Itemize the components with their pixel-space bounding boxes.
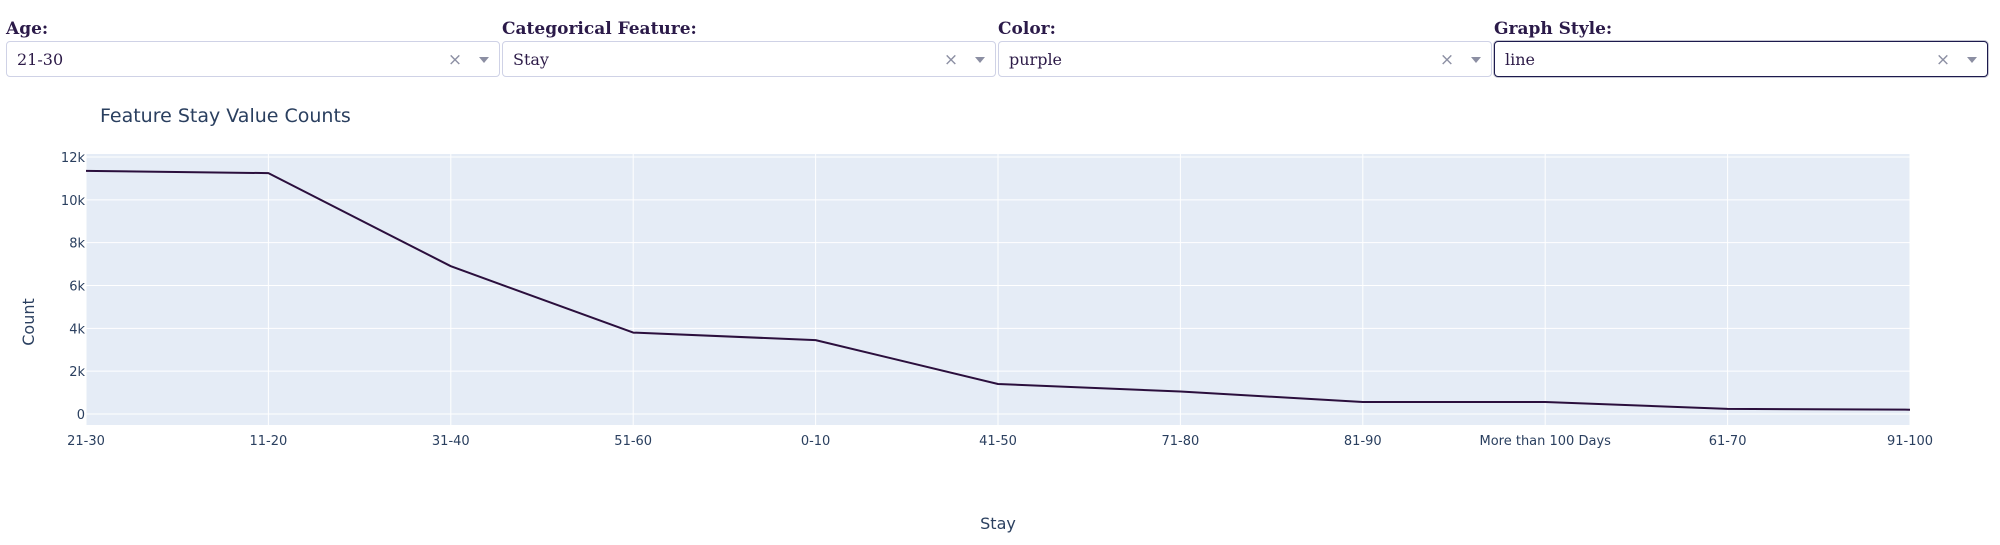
age-label: Age:	[6, 19, 49, 39]
data-point[interactable]	[1904, 404, 1916, 416]
x-tick-label: 51-60	[614, 434, 652, 449]
y-tick-label: 6k	[69, 280, 85, 295]
series-line[interactable]	[85, 169, 1911, 411]
color-control: Color: purple ×	[998, 18, 1492, 77]
data-point[interactable]	[1539, 396, 1551, 408]
x-tick-label: 71-80	[1162, 434, 1200, 449]
feature-control: Categorical Feature: Stay ×	[502, 18, 996, 77]
x-tick-label: 21-30	[67, 434, 105, 449]
data-point[interactable]	[1722, 403, 1734, 415]
y-tick-label: 0	[77, 408, 85, 423]
line-chart[interactable]: 21-30 11-20 31-40 51-60 0-10 41-50 71-80 81-90 M…	[0, 90, 2000, 545]
style-label: Graph Style:	[1494, 19, 1613, 39]
y-tick-label: 2k	[69, 365, 85, 380]
y-gridlines	[86, 156, 1910, 415]
chevron-down-icon[interactable]	[479, 57, 489, 63]
data-point[interactable]	[1357, 396, 1369, 408]
data-point[interactable]	[810, 334, 822, 346]
age-dropdown[interactable]: 21-30 ×	[6, 41, 500, 77]
x-tick-label: 81-90	[1344, 434, 1382, 449]
x-tick-labels: 21-30 11-20 31-40 51-60 0-10 41-50 71-80 81-90 M…	[67, 434, 1933, 449]
style-dropdown[interactable]: line ×	[1494, 41, 1988, 77]
x-tick-label: 41-50	[979, 434, 1017, 449]
x-tick-label: 91-100	[1887, 434, 1933, 449]
color-dropdown[interactable]: purple ×	[998, 41, 1492, 77]
chart-container: 21-30 11-20 31-40 51-60 0-10 41-50 71-80 81-90 M…	[0, 90, 2000, 545]
feature-label: Categorical Feature:	[502, 19, 697, 39]
style-control: Graph Style: line ×	[1494, 18, 1988, 77]
x-tick-label: 0-10	[801, 434, 831, 449]
color-selected-value: purple	[1009, 50, 1063, 69]
chevron-down-icon[interactable]	[1967, 57, 1977, 63]
data-point[interactable]	[80, 165, 92, 177]
close-icon[interactable]: ×	[943, 50, 959, 70]
y-axis-title: Count	[19, 298, 38, 346]
data-point[interactable]	[627, 327, 639, 339]
close-icon[interactable]: ×	[1935, 50, 1951, 70]
feature-selected-value: Stay	[513, 50, 549, 69]
x-axis-title: Stay	[980, 514, 1016, 533]
age-selected-value: 21-30	[17, 50, 64, 69]
filter-controls: Age: 21-30 × Categorical Feature: Stay ×…	[0, 0, 2000, 90]
y-tick-label: 10k	[61, 194, 86, 209]
chevron-down-icon[interactable]	[1471, 57, 1481, 63]
x-tick-label: More than 100 Days	[1479, 434, 1611, 449]
y-tick-label: 4k	[69, 322, 85, 337]
color-label: Color:	[998, 19, 1056, 39]
x-tick-label: 61-70	[1709, 434, 1747, 449]
x-tick-label: 31-40	[432, 434, 470, 449]
x-gridlines	[85, 154, 1911, 425]
age-control: Age: 21-30 ×	[6, 18, 500, 77]
chevron-down-icon[interactable]	[975, 57, 985, 63]
y-tick-labels: 0 2k 4k 6k 8k 10k 12k	[61, 151, 86, 423]
y-tick-label: 8k	[69, 237, 85, 252]
feature-dropdown[interactable]: Stay ×	[502, 41, 996, 77]
data-point[interactable]	[1174, 386, 1186, 398]
chart-title: Feature Stay Value Counts	[100, 105, 351, 127]
style-selected-value: line	[1505, 50, 1536, 69]
data-point[interactable]	[445, 260, 457, 272]
x-tick-label: 11-20	[250, 434, 288, 449]
data-point[interactable]	[992, 378, 1004, 390]
data-point[interactable]	[262, 167, 274, 179]
close-icon[interactable]: ×	[1439, 50, 1455, 70]
close-icon[interactable]: ×	[447, 50, 463, 70]
y-tick-label: 12k	[61, 151, 86, 166]
